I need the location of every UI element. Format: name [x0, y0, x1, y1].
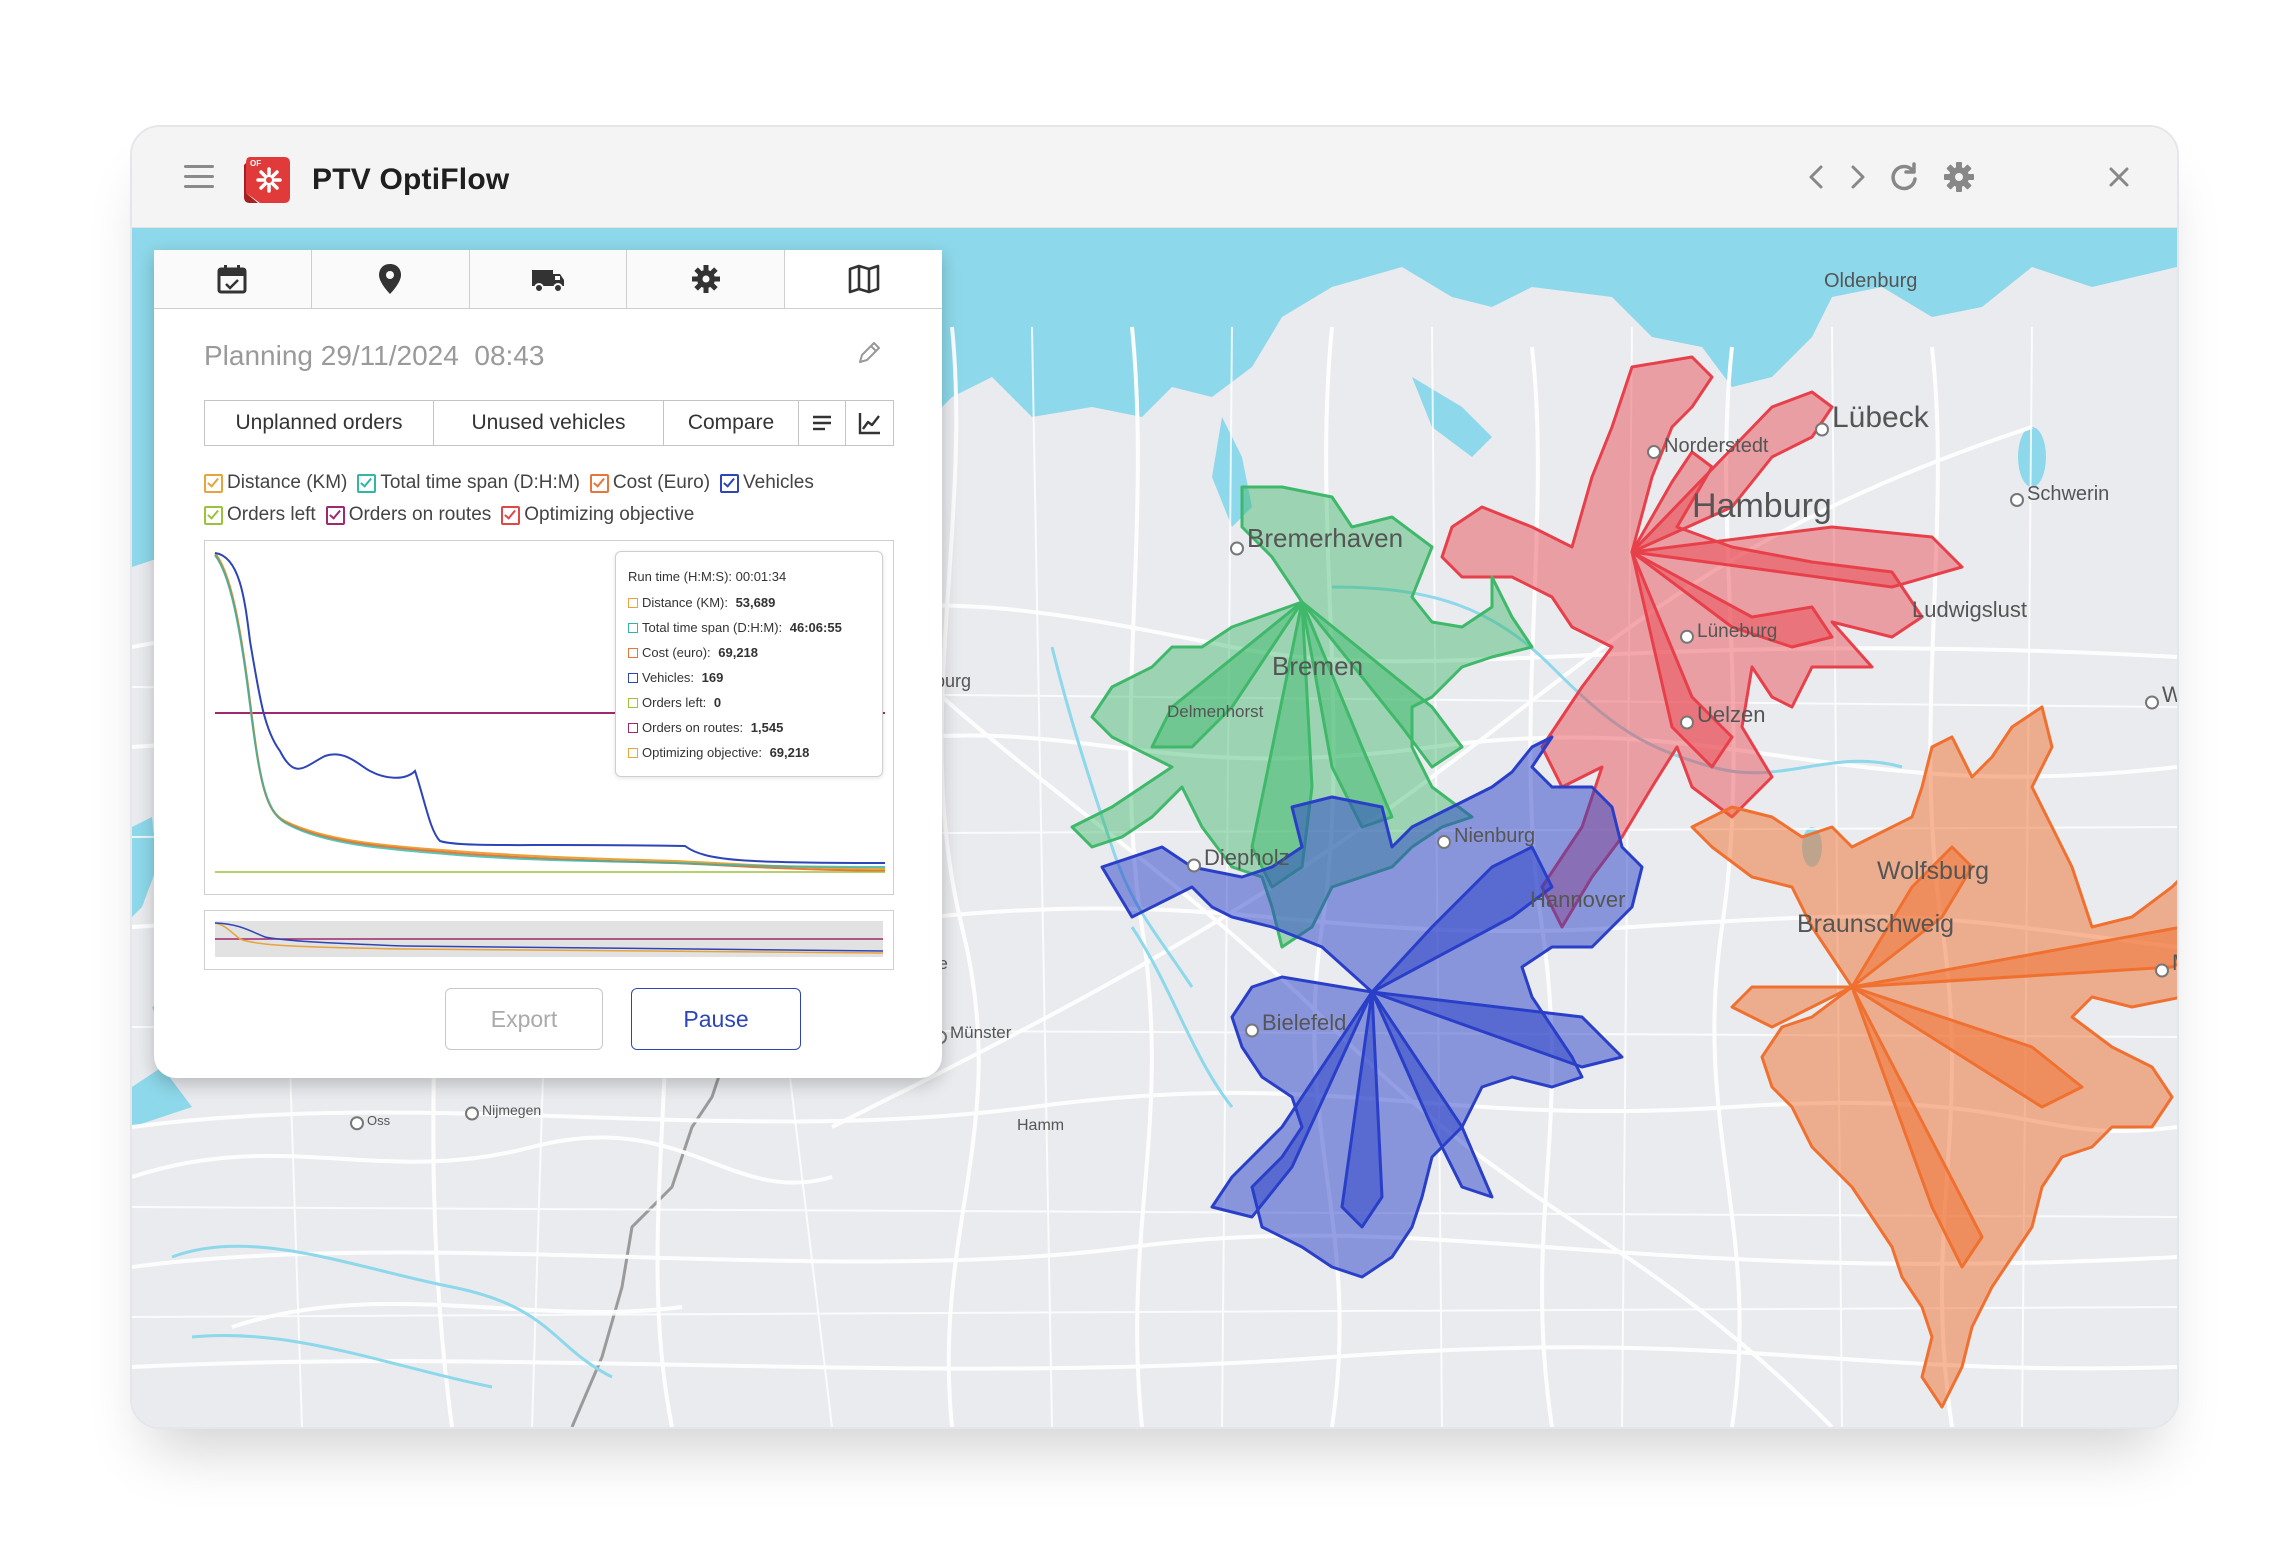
map-icon: [848, 264, 879, 294]
compare-tab[interactable]: Compare: [663, 400, 799, 446]
city-label: Hannover: [1530, 887, 1625, 912]
route-cluster-red: [1440, 355, 1964, 929]
chart-view-button[interactable]: [845, 400, 894, 446]
city-marker[interactable]: [2155, 963, 2169, 978]
tooltip-vehicles: Vehicles: 169: [628, 665, 870, 690]
svg-text:OF: OF: [250, 159, 261, 168]
city-marker[interactable]: [1815, 422, 1829, 437]
route-cluster-orange: [1690, 705, 2177, 1409]
edit-pencil-icon[interactable]: [854, 338, 884, 368]
optimization-chart[interactable]: Run time (H:M:S): 00:01:34 Distance (KM)…: [204, 540, 894, 895]
city-marker[interactable]: [1437, 835, 1451, 849]
legend-row-2: Orders left Orders on routes Optimizing …: [204, 504, 694, 526]
tab-map[interactable]: [785, 250, 942, 308]
tooltip-cost: Cost (euro): 69,218: [628, 640, 870, 665]
city-label: Braunschweig: [1797, 910, 1954, 938]
city-marker[interactable]: [1680, 629, 1694, 644]
city-marker[interactable]: [2010, 493, 2024, 507]
city-label: Lübeck: [1832, 401, 1930, 434]
city-label: Hamm: [1017, 1117, 1064, 1134]
unused-vehicles-tab[interactable]: Unused vehicles: [433, 400, 664, 446]
city-label: Ludwigslust: [1912, 597, 2027, 622]
city-label: Nienburg: [1454, 825, 1535, 847]
panel-tab-bar: [154, 250, 942, 309]
legend-cost[interactable]: Cost (Euro): [589, 472, 710, 494]
navigator-preview: [214, 921, 884, 957]
app-title: PTV OptiFlow: [312, 163, 510, 196]
legend-orders-on-routes[interactable]: Orders on routes: [325, 504, 491, 526]
city-marker[interactable]: [1187, 858, 1201, 873]
route-map[interactable]: Oldenburg Lübeck Norderstedt Hamburg Schweri…: [132, 227, 2177, 1427]
tab-locations[interactable]: [312, 250, 470, 308]
city-marker[interactable]: [1647, 445, 1661, 459]
list-view-button[interactable]: [798, 400, 846, 446]
back-icon[interactable]: [1797, 157, 1837, 197]
title-bar: OF PTV OptiFlow: [132, 127, 2177, 228]
city-label: W: [2162, 682, 2177, 707]
legend-optimizing-objective[interactable]: Optimizing objective: [501, 504, 694, 526]
city-marker[interactable]: [465, 1106, 479, 1121]
tab-settings[interactable]: [627, 250, 786, 308]
reload-icon[interactable]: [1884, 157, 1924, 197]
app-window: Oldenburg Lübeck Norderstedt Hamburg Schweri…: [130, 125, 2179, 1429]
settings-icon[interactable]: [1939, 157, 1979, 197]
tab-vehicles[interactable]: [470, 250, 628, 308]
city-label: Nijmegen: [482, 1102, 541, 1118]
legend-distance[interactable]: Distance (KM): [204, 472, 347, 494]
city-label: Uelzen: [1697, 702, 1765, 727]
tooltip-orders-left: Orders left: 0: [628, 690, 870, 715]
legend-vehicles[interactable]: Vehicles: [720, 472, 814, 494]
gear-icon: [691, 265, 720, 293]
chart-range-navigator[interactable]: [204, 910, 894, 970]
city-label: Lüneburg: [1697, 621, 1777, 642]
city-label: Schwerin: [2027, 483, 2109, 505]
menu-icon[interactable]: [184, 165, 214, 189]
legend-row-1: Distance (KM) Total time span (D:H:M) Co…: [204, 472, 814, 494]
forward-icon[interactable]: [1837, 157, 1877, 197]
tooltip-runtime: Run time (H:M:S): 00:01:34: [628, 568, 787, 584]
tab-calendar[interactable]: [154, 250, 312, 308]
pause-button[interactable]: Pause: [631, 988, 801, 1050]
planning-title: Planning 29/11/2024 08:43: [204, 340, 545, 371]
city-label: Münster: [950, 1023, 1012, 1042]
export-button[interactable]: Export: [445, 988, 603, 1050]
legend-time-span[interactable]: Total time span (D:H:M): [357, 472, 580, 494]
city-label: Diepholz: [1204, 845, 1290, 870]
close-icon[interactable]: [2099, 157, 2139, 197]
legend-orders-left[interactable]: Orders left: [204, 504, 316, 526]
time-span-line: [214, 554, 886, 868]
route-cluster-blue: [1100, 735, 1644, 1279]
planning-panel: Planning 29/11/2024 08:43 Unplanned orde…: [154, 250, 942, 1078]
unplanned-orders-tab[interactable]: Unplanned orders: [204, 400, 434, 446]
city-label: Bremen: [1272, 651, 1363, 681]
city-label: Bremerhaven: [1247, 523, 1403, 553]
city-marker[interactable]: [1680, 715, 1694, 730]
chart-view-icon: [858, 413, 880, 435]
location-pin-icon: [379, 264, 402, 294]
city-label: Wolfsburg: [1877, 857, 1989, 885]
tooltip-optimizing-objective: Optimizing objective: 69,218: [628, 740, 870, 765]
city-marker[interactable]: [350, 1116, 364, 1131]
city-label: Bielefeld: [1262, 1010, 1346, 1035]
tooltip-time-span: Total time span (D:H:M): 46:06:55: [628, 615, 870, 640]
truck-icon: [531, 270, 564, 293]
tooltip-orders-on-routes: Orders on routes: 1,545: [628, 715, 870, 740]
city-label: Hamburg: [1692, 487, 1832, 525]
city-marker[interactable]: [1245, 1023, 1259, 1038]
city-label: Delmenhorst: [1167, 702, 1264, 721]
city-marker[interactable]: [2145, 695, 2159, 710]
app-logo: OF: [244, 157, 290, 203]
city-label: Oldenburg: [1824, 270, 1917, 292]
city-marker[interactable]: [1230, 541, 1244, 556]
city-label: Oss: [367, 1113, 391, 1128]
calendar-icon: [217, 265, 247, 294]
city-label: Ma: [2172, 950, 2177, 975]
list-view-icon: [813, 415, 831, 431]
tooltip-distance: Distance (KM): 53,689: [628, 590, 870, 615]
vehicles-line: [214, 552, 886, 864]
chart-tooltip: Run time (H:M:S): 00:01:34 Distance (KM)…: [615, 551, 883, 777]
city-label: Norderstedt: [1664, 435, 1769, 457]
